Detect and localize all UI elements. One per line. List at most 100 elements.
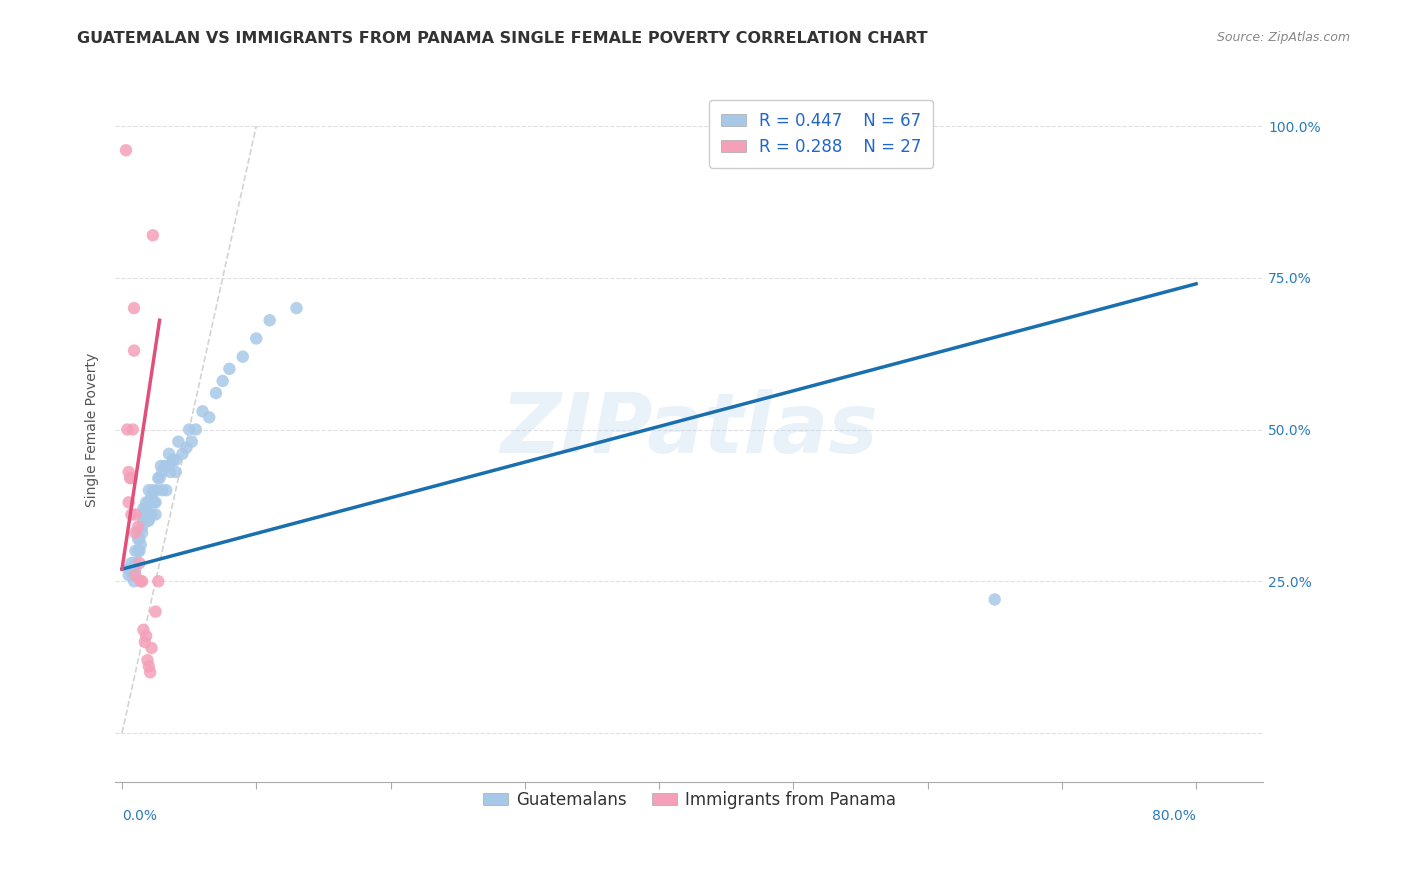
Point: [198, 410, 221, 425]
Point: [138, 659, 160, 673]
Point: [259, 313, 281, 327]
Point: [150, 483, 173, 498]
Point: [218, 361, 240, 376]
Point: [134, 635, 156, 649]
Point: [122, 568, 145, 582]
Point: [129, 574, 152, 589]
Point: [128, 556, 150, 570]
Point: [134, 508, 156, 522]
Point: [118, 568, 141, 582]
Point: [145, 495, 167, 509]
Point: [285, 301, 308, 315]
Point: [150, 465, 173, 479]
Point: [122, 301, 145, 315]
Point: [124, 562, 146, 576]
Point: [120, 508, 142, 522]
Point: [153, 458, 176, 473]
Legend: Guatemalans, Immigrants from Panama: Guatemalans, Immigrants from Panama: [475, 784, 903, 815]
Point: [165, 453, 187, 467]
Point: [132, 501, 155, 516]
Point: [122, 574, 145, 589]
Point: [138, 495, 160, 509]
Point: [148, 471, 170, 485]
Point: [132, 623, 155, 637]
Point: [142, 228, 165, 243]
Point: [120, 556, 142, 570]
Point: [117, 423, 139, 437]
Point: [121, 423, 143, 437]
Point: [127, 532, 149, 546]
Point: [135, 495, 157, 509]
Point: [136, 514, 159, 528]
Point: [124, 508, 146, 522]
Point: [143, 495, 166, 509]
Point: [136, 653, 159, 667]
Point: [127, 525, 149, 540]
Point: [124, 544, 146, 558]
Text: 80.0%: 80.0%: [1152, 809, 1197, 823]
Point: [139, 665, 162, 680]
Point: [139, 495, 162, 509]
Point: [211, 374, 233, 388]
Point: [128, 532, 150, 546]
Point: [118, 471, 141, 485]
Point: [115, 143, 138, 157]
Point: [124, 556, 146, 570]
Point: [127, 544, 149, 558]
Point: [118, 562, 141, 576]
Point: [191, 404, 214, 418]
Point: [157, 458, 180, 473]
Point: [155, 483, 177, 498]
Point: [131, 574, 153, 589]
Point: [145, 605, 167, 619]
Point: [131, 519, 153, 533]
Point: [131, 525, 153, 540]
Point: [205, 386, 228, 401]
Point: [157, 447, 180, 461]
Point: [121, 568, 143, 582]
Point: [141, 641, 163, 656]
Point: [159, 465, 181, 479]
Point: [184, 423, 207, 437]
Point: [179, 423, 201, 437]
Point: [135, 629, 157, 643]
Point: [122, 343, 145, 358]
Point: [135, 501, 157, 516]
Point: [132, 514, 155, 528]
Point: [129, 538, 152, 552]
Point: [148, 574, 170, 589]
Point: [141, 508, 163, 522]
Text: Source: ZipAtlas.com: Source: ZipAtlas.com: [1216, 31, 1350, 45]
Point: [141, 489, 163, 503]
Point: [245, 331, 267, 345]
Point: [165, 465, 187, 479]
Point: [162, 453, 184, 467]
Point: [128, 544, 150, 558]
Point: [118, 465, 141, 479]
Point: [124, 525, 146, 540]
Point: [138, 508, 160, 522]
Point: [180, 434, 202, 449]
Y-axis label: Single Female Poverty: Single Female Poverty: [86, 352, 100, 507]
Text: GUATEMALAN VS IMMIGRANTS FROM PANAMA SINGLE FEMALE POVERTY CORRELATION CHART: GUATEMALAN VS IMMIGRANTS FROM PANAMA SIN…: [77, 31, 928, 46]
Point: [132, 508, 155, 522]
Point: [138, 483, 160, 498]
Point: [146, 483, 169, 498]
Point: [121, 562, 143, 576]
Point: [145, 508, 167, 522]
Point: [124, 568, 146, 582]
Text: ZIPatlas: ZIPatlas: [501, 389, 879, 470]
Point: [983, 592, 1005, 607]
Point: [167, 434, 190, 449]
Point: [118, 495, 141, 509]
Text: 0.0%: 0.0%: [122, 809, 157, 823]
Point: [127, 519, 149, 533]
Point: [142, 483, 165, 498]
Point: [149, 458, 172, 473]
Point: [172, 447, 194, 461]
Point: [148, 471, 170, 485]
Point: [176, 441, 198, 455]
Point: [120, 471, 142, 485]
Point: [232, 350, 254, 364]
Point: [138, 514, 160, 528]
